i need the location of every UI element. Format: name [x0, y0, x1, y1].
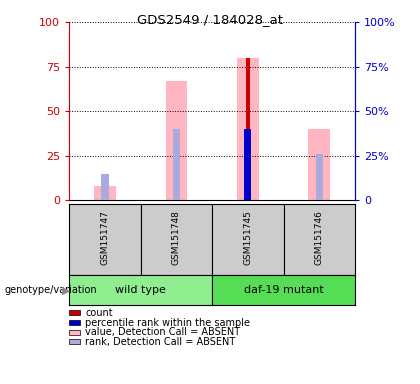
Text: genotype/variation: genotype/variation [4, 285, 97, 295]
Bar [316, 154, 323, 200]
Bar [173, 129, 180, 200]
Bar [244, 129, 252, 200]
Bar [237, 58, 259, 200]
Bar [244, 129, 252, 200]
Text: rank, Detection Call = ABSENT: rank, Detection Call = ABSENT [85, 337, 236, 347]
Bar [94, 186, 116, 200]
Text: GSM151745: GSM151745 [243, 210, 252, 265]
Bar [309, 129, 330, 200]
Text: GSM151748: GSM151748 [172, 210, 181, 265]
Text: value, Detection Call = ABSENT: value, Detection Call = ABSENT [85, 327, 240, 337]
Text: ▶: ▶ [62, 285, 71, 295]
Text: daf-19 mutant: daf-19 mutant [244, 285, 323, 295]
Text: wild type: wild type [115, 285, 166, 295]
Bar [102, 174, 108, 200]
Text: GDS2549 / 184028_at: GDS2549 / 184028_at [137, 13, 283, 26]
Text: count: count [85, 308, 113, 318]
Bar [246, 58, 250, 200]
Text: GSM151746: GSM151746 [315, 210, 324, 265]
Text: percentile rank within the sample: percentile rank within the sample [85, 318, 250, 328]
Bar [165, 81, 187, 200]
Text: GSM151747: GSM151747 [100, 210, 110, 265]
